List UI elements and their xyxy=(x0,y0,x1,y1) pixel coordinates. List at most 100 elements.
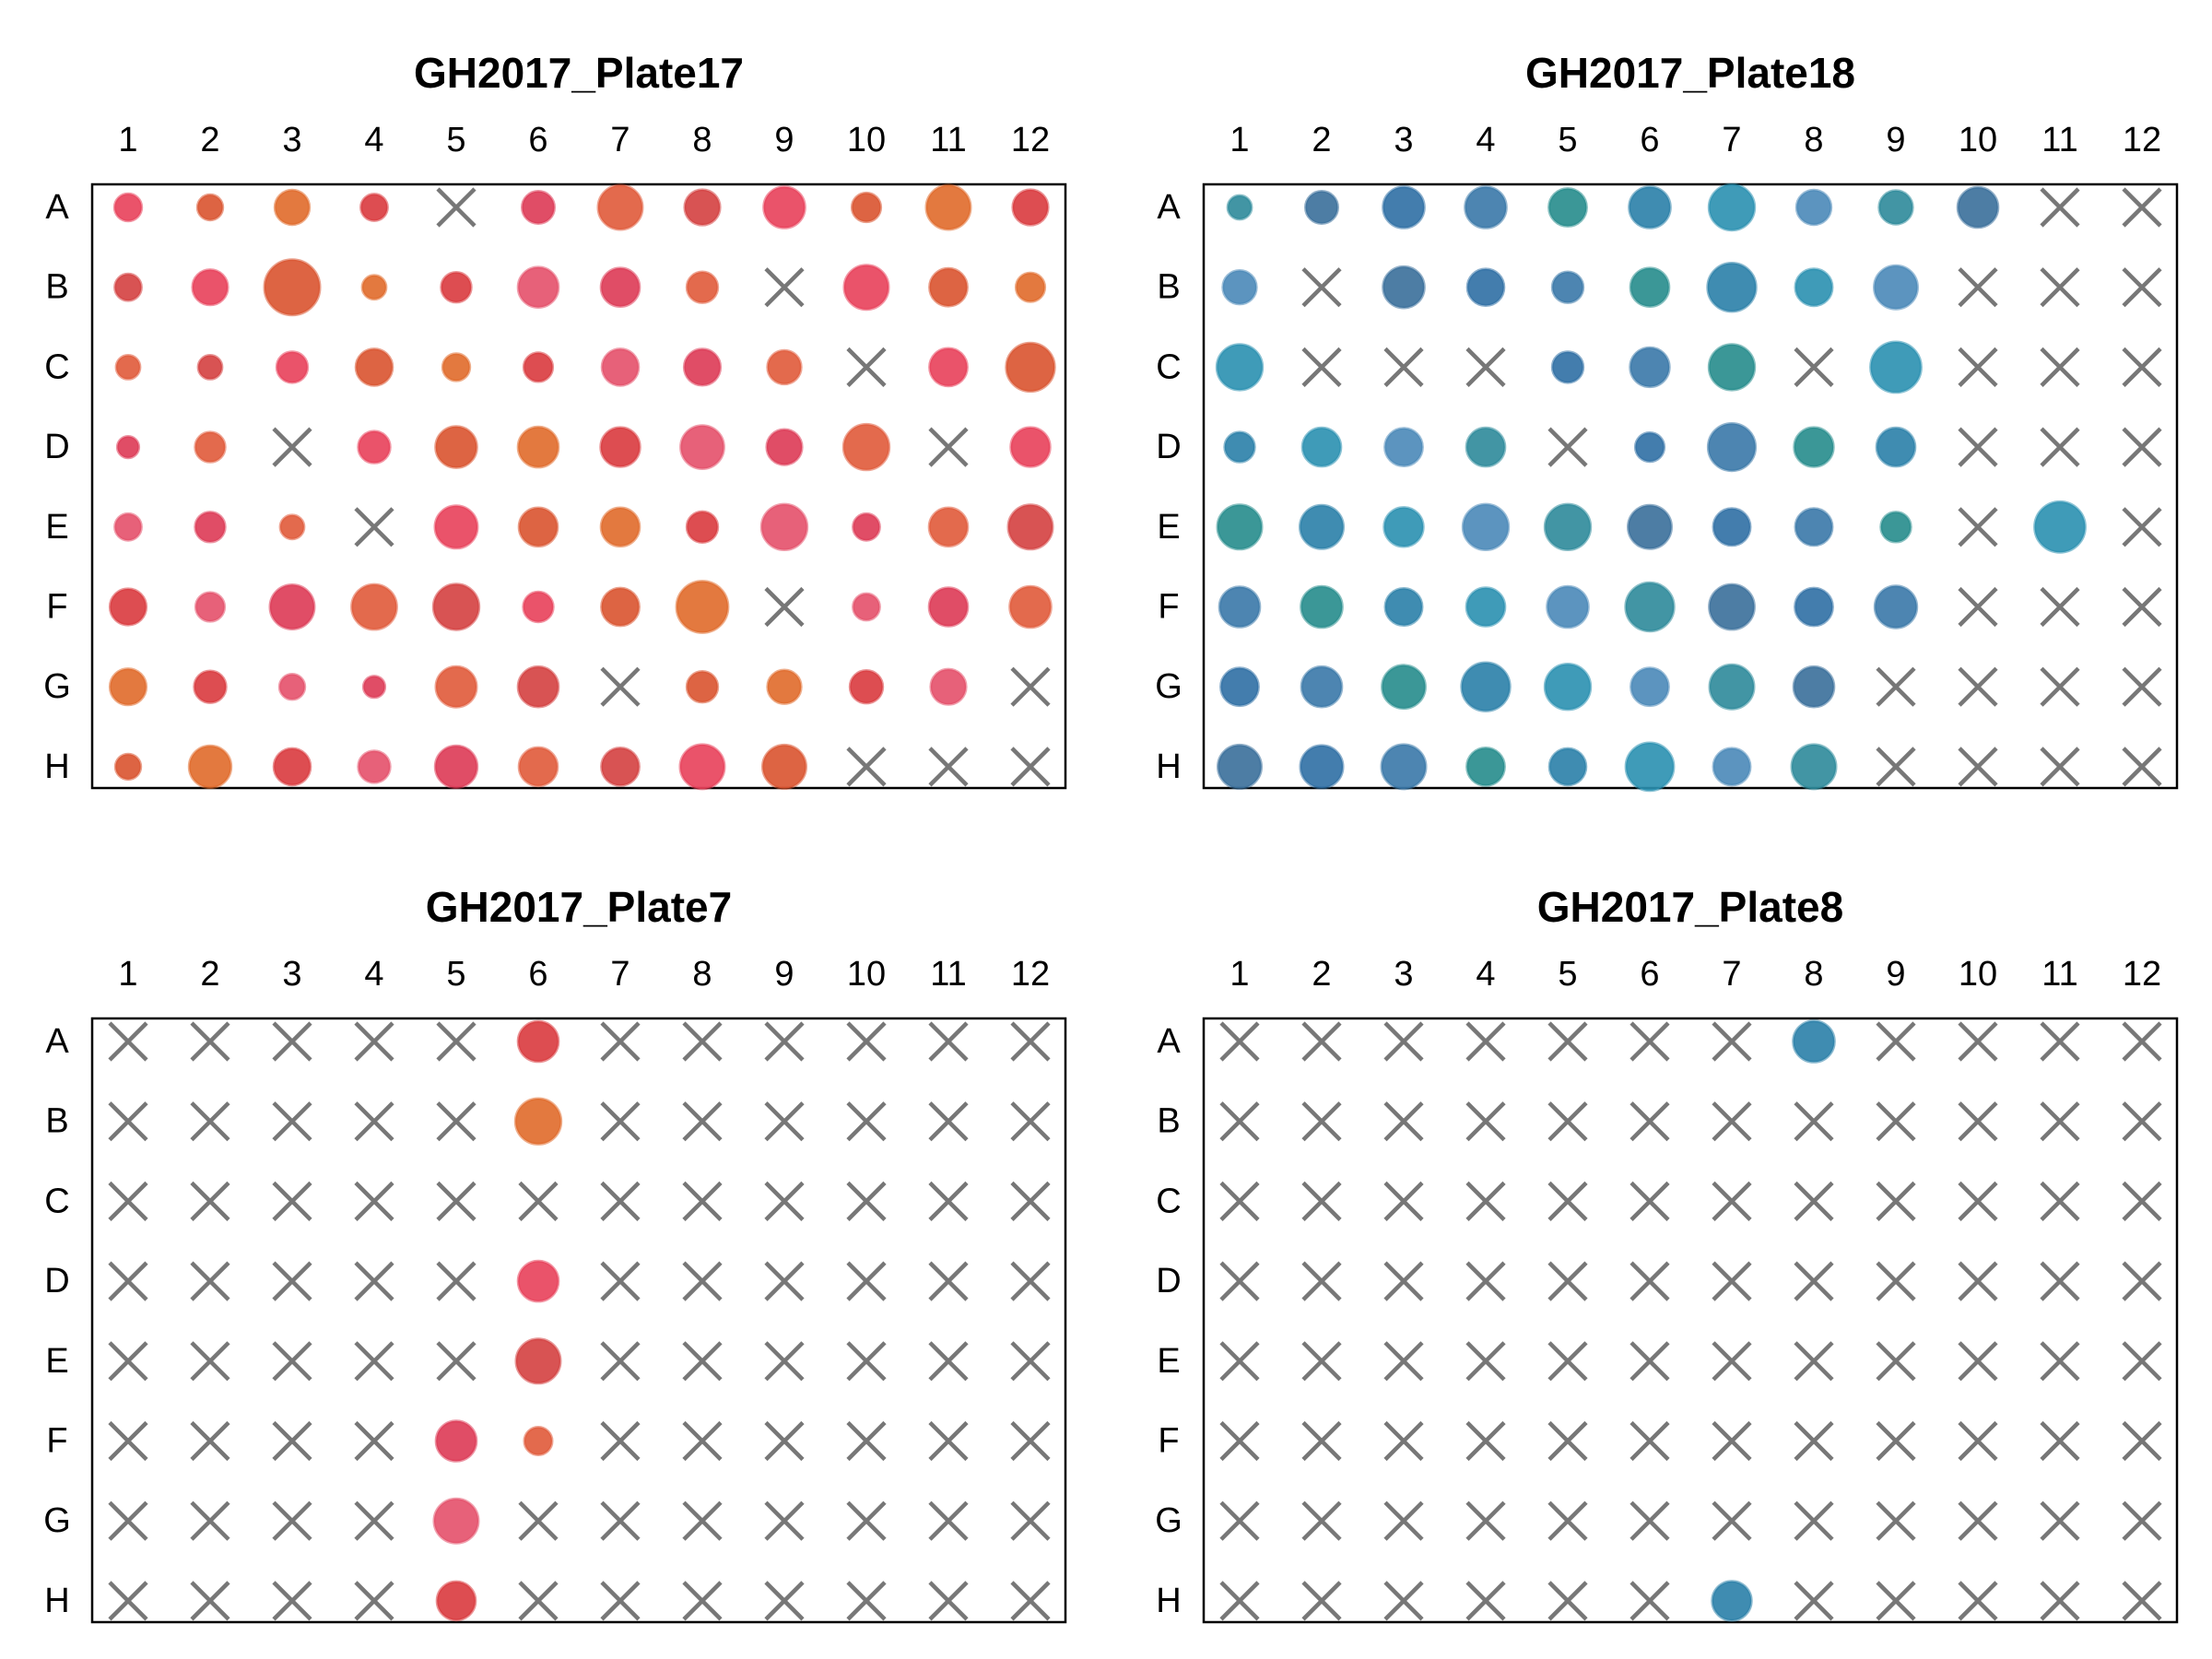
column-label: 7 xyxy=(610,121,629,159)
empty-well-marker xyxy=(600,1101,641,1142)
plate-frame xyxy=(90,182,1067,790)
column-label: 7 xyxy=(1722,121,1741,159)
empty-well-marker xyxy=(108,1581,148,1621)
empty-well-stroke xyxy=(1958,1420,1998,1462)
empty-well-marker xyxy=(1876,666,1916,707)
column-label: 11 xyxy=(930,121,966,159)
empty-well-stroke xyxy=(2122,187,2162,228)
empty-well-marker xyxy=(928,1181,969,1221)
empty-well-stroke xyxy=(928,747,969,787)
empty-well-stroke xyxy=(2040,1101,2080,1142)
empty-well-marker xyxy=(2122,187,2162,228)
empty-well-stroke xyxy=(928,1581,969,1621)
empty-well-marker xyxy=(436,1101,477,1142)
empty-well-marker xyxy=(1547,427,1588,467)
row-label: A xyxy=(45,188,69,227)
row-label: B xyxy=(1157,1102,1180,1141)
empty-well-marker xyxy=(1958,507,1998,547)
column-label: 9 xyxy=(1886,121,1905,159)
well-point xyxy=(928,266,969,308)
empty-well-stroke xyxy=(272,1261,312,1301)
well-point xyxy=(1465,586,1507,628)
empty-well-stroke xyxy=(1301,1021,1342,1062)
well-point xyxy=(761,743,807,790)
empty-well-stroke xyxy=(354,507,394,547)
well-point xyxy=(1300,426,1343,468)
well-point xyxy=(517,746,559,788)
empty-well-marker xyxy=(1010,1581,1051,1621)
empty-well-marker xyxy=(764,1101,805,1142)
empty-well-marker xyxy=(190,1341,230,1382)
well-point xyxy=(1873,584,1919,629)
empty-well-marker xyxy=(764,1581,805,1621)
empty-well-stroke xyxy=(2122,1420,2162,1462)
empty-well-stroke xyxy=(2040,666,2080,707)
well-point xyxy=(113,752,143,782)
well-point xyxy=(1217,743,1263,790)
row-label: H xyxy=(44,1582,69,1620)
well-point xyxy=(927,506,970,548)
empty-well-stroke xyxy=(682,1021,723,1062)
empty-well-marker xyxy=(928,1261,969,1301)
empty-well-marker xyxy=(928,1420,969,1462)
well-point xyxy=(112,192,144,223)
empty-well-stroke xyxy=(2040,586,2080,628)
empty-well-marker xyxy=(2122,747,2162,787)
empty-well-stroke xyxy=(1465,347,1506,387)
empty-well-stroke xyxy=(2122,747,2162,787)
row-label: F xyxy=(46,588,67,627)
empty-well-stroke xyxy=(1630,1101,1670,1142)
column-label: 5 xyxy=(1558,121,1577,159)
empty-well-stroke xyxy=(1876,1500,1916,1541)
empty-well-stroke xyxy=(1010,1500,1051,1541)
empty-well-marker xyxy=(108,1341,148,1382)
well-point xyxy=(1382,265,1426,310)
empty-well-marker xyxy=(1301,1420,1342,1462)
column-label: 8 xyxy=(692,955,712,994)
empty-well-stroke xyxy=(2122,1261,2162,1301)
empty-well-marker xyxy=(1219,1261,1260,1301)
well-point xyxy=(762,185,806,229)
empty-well-stroke xyxy=(1010,1341,1051,1382)
well-point xyxy=(433,504,479,550)
empty-well-stroke xyxy=(1958,1341,1998,1382)
empty-well-marker xyxy=(108,1181,148,1221)
empty-well-stroke xyxy=(2122,1500,2162,1541)
empty-well-stroke xyxy=(682,1181,723,1221)
row-label: D xyxy=(1156,1262,1181,1300)
well-point xyxy=(1794,586,1834,628)
empty-well-marker xyxy=(108,1101,148,1142)
empty-well-stroke xyxy=(682,1341,723,1382)
empty-well-stroke xyxy=(2040,427,2080,467)
empty-well-marker xyxy=(190,1500,230,1541)
empty-well-stroke xyxy=(600,1500,641,1541)
well-point xyxy=(1624,741,1676,793)
empty-well-marker xyxy=(764,1181,805,1221)
empty-well-stroke xyxy=(1876,1101,1916,1142)
well-point xyxy=(521,190,556,225)
empty-well-marker xyxy=(2122,1181,2162,1221)
empty-well-stroke xyxy=(1958,1261,1998,1301)
empty-well-marker xyxy=(928,747,969,787)
empty-well-stroke xyxy=(928,1021,969,1062)
empty-well-marker xyxy=(1958,586,1998,628)
empty-well-marker xyxy=(2122,666,2162,707)
empty-well-marker xyxy=(1876,1581,1916,1621)
well-point xyxy=(1794,267,1834,308)
empty-well-stroke xyxy=(1547,1181,1588,1221)
empty-well-marker xyxy=(1794,1261,1834,1301)
well-point xyxy=(1216,503,1264,551)
well-point xyxy=(1543,502,1593,551)
empty-well-stroke xyxy=(1876,1420,1916,1462)
empty-well-stroke xyxy=(600,1341,641,1382)
empty-well-stroke xyxy=(436,1341,477,1382)
column-label: 6 xyxy=(528,955,547,994)
empty-well-stroke xyxy=(2040,1420,2080,1462)
empty-well-stroke xyxy=(1876,1581,1916,1621)
empty-well-marker xyxy=(928,1021,969,1062)
empty-well-marker xyxy=(1383,1181,1424,1221)
column-label: 3 xyxy=(1394,121,1413,159)
empty-well-stroke xyxy=(1794,347,1834,387)
empty-well-marker xyxy=(1010,666,1051,707)
